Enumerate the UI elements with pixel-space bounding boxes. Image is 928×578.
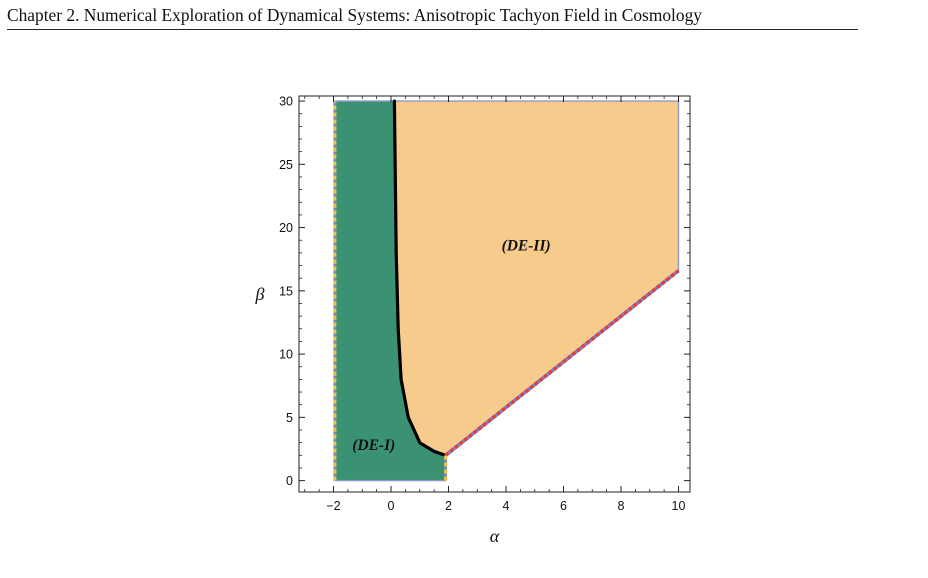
y-tick-label: 15 [279,284,293,298]
y-axis-label: β [255,284,265,304]
dashed-boundary-red [444,269,680,457]
y-tick-label: 0 [286,474,293,488]
ticks-layer: −2 0 2 4 6 8 10 0 5 10 15 20 25 30 [279,95,690,513]
x-tick-label: 8 [618,499,625,513]
labels-layer: α β (DE-I) (DE-II) [255,237,551,546]
plot-border [298,95,691,493]
plot-frame [298,95,691,493]
boundary-curve [392,99,448,457]
y-tick-label: 5 [286,411,293,425]
chapter-header: Chapter 2. Numerical Exploration of Dyna… [7,5,858,30]
region-label-de2: (DE-II) [502,237,551,254]
x-tick-label: 0 [388,499,395,513]
x-tick-label: 2 [445,499,452,513]
y-tick-label: 20 [279,221,293,235]
x-tick-label: 4 [503,499,510,513]
y-tick-label: 30 [279,95,293,109]
region-label-de1: (DE-I) [352,437,395,454]
x-tick-label: −2 [326,499,340,513]
y-tick-label: 10 [279,348,293,362]
x-axis-label: α [490,526,500,546]
curves-layer [333,99,680,481]
regions-layer [334,100,680,482]
x-tick-label: 6 [560,499,567,513]
x-tick-label: 10 [672,499,686,513]
region-de2 [393,100,680,457]
y-tick-label: 25 [279,158,293,172]
